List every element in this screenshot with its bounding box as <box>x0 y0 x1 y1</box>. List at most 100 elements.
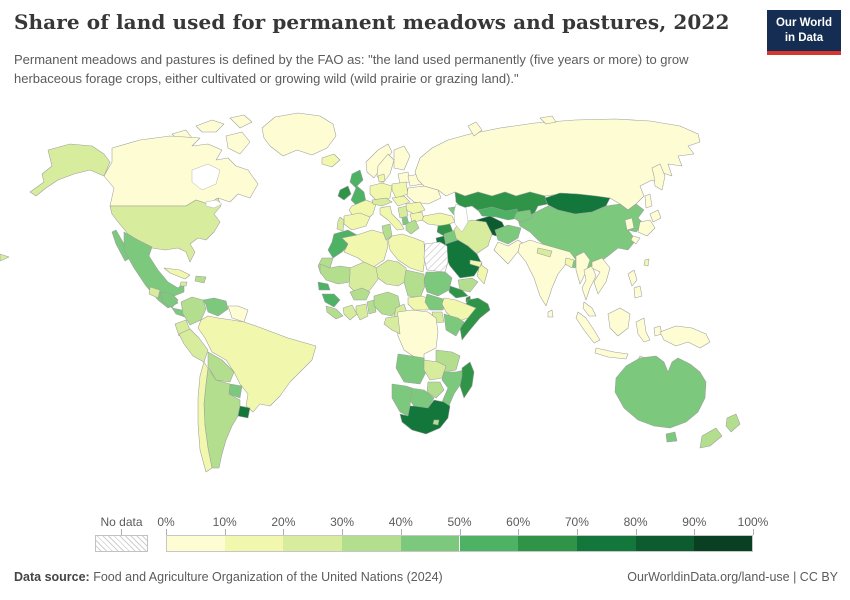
country-canada-baffin[interactable] <box>225 131 251 155</box>
country-tunisia[interactable] <box>381 223 393 241</box>
legend-swatch-70-80%[interactable] <box>576 535 636 552</box>
country-portugal[interactable] <box>336 216 345 232</box>
country-venezuela[interactable] <box>202 297 229 317</box>
country-guatemala[interactable] <box>148 286 161 299</box>
country-algeria[interactable] <box>341 229 389 269</box>
country-south-africa[interactable] <box>399 399 451 435</box>
country-thailand[interactable] <box>581 265 597 301</box>
country-germany[interactable] <box>369 182 393 203</box>
country-zimbabwe[interactable] <box>426 381 445 399</box>
country-burkina-faso[interactable] <box>349 287 371 301</box>
country-greenland[interactable] <box>261 112 337 157</box>
country-brazil[interactable] <box>197 315 317 413</box>
country-hawaii[interactable] <box>0 253 10 262</box>
country-south-sudan[interactable] <box>424 293 447 311</box>
country-japan-hokkaido[interactable] <box>649 209 662 223</box>
country-korea[interactable] <box>624 217 635 231</box>
country-poland[interactable] <box>391 181 409 199</box>
legend-no-data-swatch[interactable] <box>95 535 148 552</box>
country-indonesia-moluccas[interactable] <box>653 325 663 337</box>
country-ivory-coast[interactable] <box>342 304 358 321</box>
country-vietnam-laos-cambodia[interactable] <box>591 257 611 295</box>
country-colombia[interactable] <box>180 296 207 326</box>
country-gabon-congo[interactable] <box>383 315 401 335</box>
country-cuba[interactable] <box>163 267 191 280</box>
country-alaska[interactable] <box>29 143 111 197</box>
country-indonesia-sulawesi[interactable] <box>635 317 651 343</box>
country-greece[interactable] <box>405 219 420 235</box>
country-hispaniola[interactable] <box>194 275 207 284</box>
country-ghana[interactable] <box>355 303 369 321</box>
legend-swatch-60-70%[interactable] <box>518 535 577 552</box>
country-iceland[interactable] <box>321 153 341 168</box>
legend-swatch-20-30%[interactable] <box>283 535 343 552</box>
country-russia-sakhalin[interactable] <box>644 193 653 209</box>
country-czechia-hungary[interactable] <box>391 195 411 207</box>
country-russia-novaya-zemlya[interactable] <box>467 121 483 137</box>
country-jamaica[interactable] <box>179 281 188 287</box>
country-sri-lanka[interactable] <box>547 309 554 318</box>
country-zambia[interactable] <box>423 359 447 381</box>
country-guinea[interactable] <box>321 293 341 308</box>
country-yemen[interactable] <box>457 277 479 293</box>
country-indonesia-sumatra[interactable] <box>575 311 601 344</box>
country-italy[interactable] <box>379 205 405 231</box>
country-new-zealand-north[interactable] <box>725 413 741 433</box>
country-mozambique[interactable] <box>441 369 465 409</box>
country-honduras-nicaragua[interactable] <box>159 291 179 309</box>
country-dr-congo[interactable] <box>395 309 439 363</box>
country-mexico[interactable] <box>123 231 185 309</box>
country-pakistan[interactable] <box>493 239 525 265</box>
country-sierra-leone-liberia[interactable] <box>325 305 344 320</box>
country-uae[interactable] <box>469 259 483 268</box>
legend-swatch-90-100%[interactable] <box>694 535 753 552</box>
country-bolivia[interactable] <box>207 351 235 383</box>
country-malaysia[interactable] <box>582 301 597 317</box>
country-spain[interactable] <box>343 212 371 231</box>
country-egypt[interactable] <box>423 241 449 273</box>
country-madagascar[interactable] <box>459 361 475 399</box>
country-denmark[interactable] <box>377 173 386 183</box>
country-bangladesh[interactable] <box>564 257 575 269</box>
country-kenya[interactable] <box>443 313 465 337</box>
country-somalia[interactable] <box>459 297 491 341</box>
country-lesotho[interactable] <box>432 419 440 426</box>
country-new-zealand-south[interactable] <box>699 427 723 449</box>
country-india[interactable] <box>517 239 577 307</box>
country-united-kingdom[interactable] <box>349 169 367 207</box>
country-nepal[interactable] <box>536 247 553 258</box>
footer-license-link[interactable]: OurWorldinData.org/land-use | CC BY <box>627 570 838 584</box>
country-mali[interactable] <box>348 261 380 295</box>
country-oman[interactable] <box>476 263 489 285</box>
country-sudan[interactable] <box>423 271 453 297</box>
country-japan-kyushu[interactable] <box>630 235 641 245</box>
country-finland[interactable] <box>393 145 411 171</box>
country-niger[interactable] <box>375 259 409 287</box>
country-angola[interactable] <box>395 353 427 385</box>
country-philippines-mindanao[interactable] <box>633 285 643 299</box>
country-senegal[interactable] <box>317 281 331 291</box>
country-mauritania[interactable] <box>319 263 353 285</box>
country-eritrea[interactable] <box>448 285 469 299</box>
country-ireland[interactable] <box>337 185 352 201</box>
legend-swatch-0-10%[interactable] <box>166 535 225 552</box>
country-indonesia-borneo[interactable] <box>607 307 631 337</box>
country-canada[interactable] <box>103 135 259 207</box>
country-chile[interactable] <box>197 361 213 473</box>
country-canada-arctic-island[interactable] <box>195 119 225 133</box>
country-switzerland-austria[interactable] <box>371 197 393 207</box>
country-kyrgyzstan-tajikistan[interactable] <box>513 209 533 223</box>
country-afghanistan[interactable] <box>494 224 522 245</box>
country-philippines-luzon[interactable] <box>627 269 638 287</box>
country-tasmania[interactable] <box>665 431 678 443</box>
owid-logo[interactable]: Our World in Data <box>766 10 841 55</box>
country-japan-honshu[interactable] <box>637 219 656 237</box>
country-peru[interactable] <box>178 328 209 363</box>
legend-swatch-30-40%[interactable] <box>342 535 401 552</box>
country-balkans[interactable] <box>397 205 409 219</box>
country-indonesia-java[interactable] <box>594 347 629 360</box>
country-russia-arctic-island[interactable] <box>539 115 557 125</box>
country-uruguay[interactable] <box>237 405 251 419</box>
country-chad[interactable] <box>403 269 426 299</box>
country-guianas[interactable] <box>227 305 249 323</box>
